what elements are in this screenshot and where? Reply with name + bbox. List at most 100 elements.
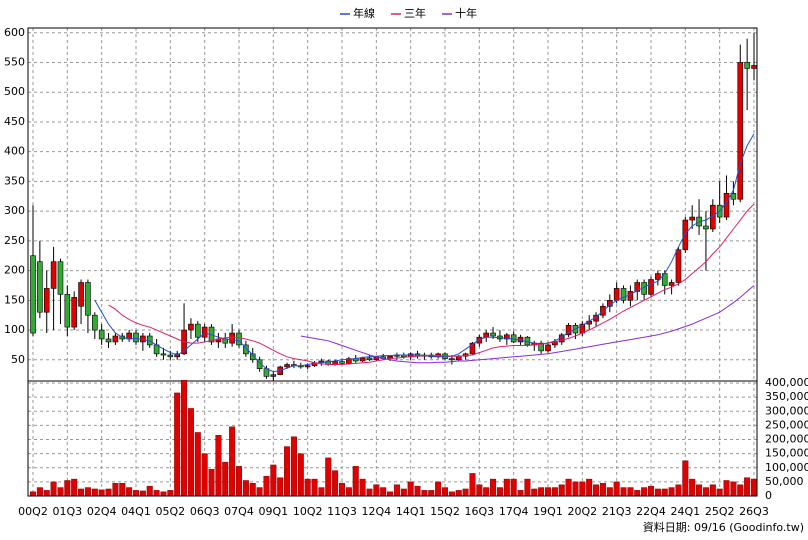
candle-body [655, 273, 661, 280]
candle-body [284, 364, 290, 368]
volume-bar [579, 481, 586, 497]
candle-body [85, 282, 91, 316]
y2-tick-label: 250,000 [765, 418, 808, 431]
candle-body [37, 261, 43, 313]
ma-line [108, 203, 755, 365]
candle-body [682, 219, 689, 251]
legend-label: 三年 [404, 6, 426, 20]
candle-body [668, 282, 675, 286]
candle-body [455, 355, 462, 361]
x-tick-label: 15Q2 [430, 505, 460, 518]
volume-bar [229, 426, 236, 497]
volume-bar [249, 483, 256, 497]
volume-bar [593, 484, 600, 497]
volume-bar [187, 408, 194, 497]
volume-bar [325, 457, 332, 497]
volume-bar [112, 483, 119, 497]
volume-bar [36, 487, 43, 497]
candle-body [366, 357, 373, 361]
volume-bar [613, 481, 620, 497]
candle-body [50, 261, 57, 289]
y2-tick-label: 150,000 [765, 447, 808, 460]
volume-bar [496, 487, 503, 497]
x-tick-label: 24Q1 [671, 505, 701, 518]
volume-bar [469, 473, 476, 497]
volume-bar [702, 487, 709, 497]
candle-body [92, 314, 98, 331]
candle-body [112, 335, 119, 343]
volume-bar [648, 485, 655, 497]
legend-label: 年線 [353, 6, 375, 20]
volume-bar [668, 487, 675, 497]
volume-bar [311, 478, 318, 497]
x-tick-label: 20Q2 [568, 505, 598, 518]
volume-bar [744, 477, 751, 497]
volume-bar [208, 468, 215, 497]
volume-bar [64, 480, 71, 497]
volume-bar [98, 489, 105, 497]
volume-bar [572, 481, 579, 497]
volume-bar [737, 484, 744, 497]
candle-body [43, 288, 50, 313]
volume-bar [132, 490, 139, 497]
volume-bar [235, 466, 242, 497]
volume-bar [387, 491, 394, 497]
volume-bar [345, 487, 352, 497]
volume-bar [428, 490, 435, 497]
candle-body [675, 249, 682, 283]
candle-body [30, 255, 36, 334]
candle-body [627, 291, 634, 301]
candle-body [483, 332, 490, 338]
y-tick-label: 50 [11, 353, 25, 366]
volume-bar [606, 487, 613, 497]
candle-body [620, 288, 627, 301]
volume-bar [442, 487, 449, 497]
candle-body [503, 334, 510, 340]
volume-bar [641, 487, 648, 497]
volume-bar [84, 487, 91, 497]
y2-tick-label: 200,000 [765, 433, 808, 446]
candle-body [78, 282, 84, 307]
y-tick-label: 500 [4, 85, 25, 98]
volume-bar [723, 480, 730, 497]
legend-label: 十年 [455, 6, 477, 20]
volume-bar [689, 478, 696, 497]
footer: 資料日期: 09/16 (Goodinfo.tw) [643, 520, 804, 534]
volume-bar [400, 488, 407, 497]
volume-bar [393, 484, 400, 497]
y-tick-label: 250 [4, 234, 25, 247]
volume-bar [455, 490, 462, 497]
candle-body [243, 344, 249, 355]
candle-body [634, 282, 641, 292]
candle-body [648, 279, 654, 295]
candle-body [359, 357, 366, 362]
candle-body [737, 62, 744, 200]
candle-body [703, 225, 709, 230]
candle-body [71, 297, 77, 328]
volume-bar [545, 487, 552, 497]
x-tick-label: 25Q2 [705, 505, 735, 518]
candle-body [98, 329, 105, 340]
volume-bar [332, 470, 339, 497]
candle-body [730, 192, 737, 200]
x-tick-label: 11Q3 [327, 505, 357, 518]
volume-bar [524, 478, 531, 497]
volume-bar [174, 392, 181, 497]
candle-body [751, 65, 757, 69]
y-tick-label: 350 [4, 174, 25, 187]
volume-bar [160, 491, 167, 497]
volume-bar [476, 484, 483, 497]
volume-bar [407, 481, 414, 497]
x-tick-label: 02Q4 [87, 505, 117, 518]
candle-body [449, 358, 455, 361]
y-tick-label: 600 [4, 26, 25, 39]
ma-line [94, 133, 755, 373]
y-tick-label: 550 [4, 55, 25, 68]
x-tick-label: 16Q3 [465, 505, 495, 518]
y2-tick-label: 0 [765, 489, 772, 502]
candle-body [613, 288, 620, 301]
y-tick-label: 400 [4, 145, 25, 158]
candle-body [545, 344, 551, 352]
y2-tick-label: 400,000 [765, 376, 808, 389]
